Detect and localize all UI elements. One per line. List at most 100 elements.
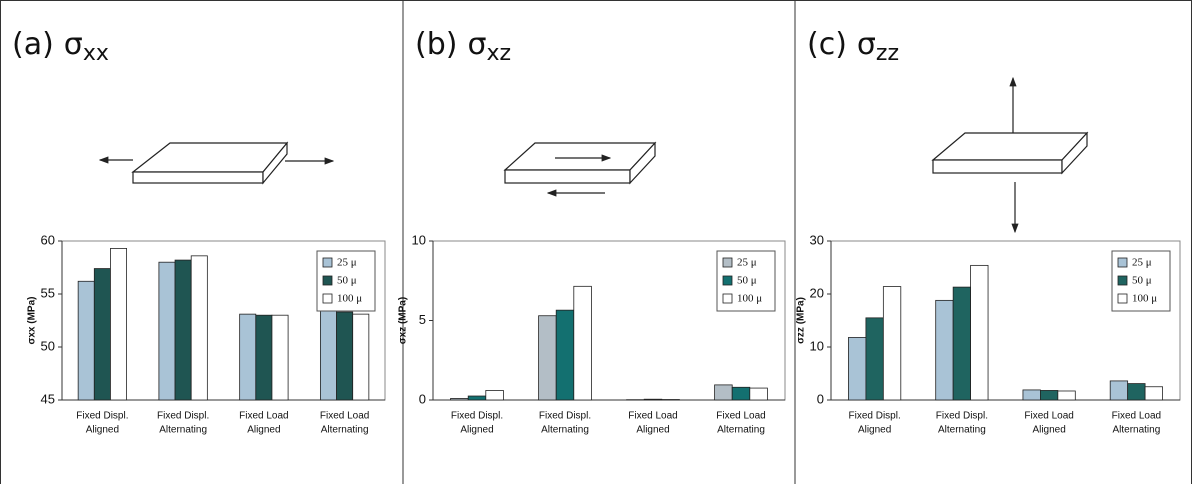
legend-label: 100 μ: [1132, 293, 1157, 305]
bar: [1058, 391, 1075, 400]
y-tick-label: 30: [810, 232, 824, 247]
heading-subscript: xz: [486, 41, 511, 66]
x-tick-label: Fixed Load: [1024, 411, 1073, 422]
x-tick-label: Aligned: [1032, 425, 1065, 436]
legend-swatch: [723, 276, 732, 285]
legend-swatch: [323, 276, 332, 285]
x-tick-label: Aligned: [247, 425, 280, 436]
legend-label: 25 μ: [337, 257, 357, 269]
legend-swatch: [323, 258, 332, 267]
y-tick-label: 20: [810, 285, 824, 300]
legend-label: 100 μ: [337, 293, 362, 305]
bar: [936, 300, 953, 400]
bar: [110, 248, 126, 400]
x-tick-label: Fixed Load: [320, 411, 369, 422]
bar: [1040, 390, 1057, 400]
panel-heading: (b) σxz: [415, 27, 511, 67]
bar: [1145, 387, 1162, 400]
y-tick-label: 10: [412, 232, 426, 247]
legend-label: 100 μ: [737, 293, 762, 305]
diagram-zz: [933, 78, 1087, 232]
bar: [848, 337, 865, 400]
bar: [866, 318, 883, 400]
x-tick-label: Aligned: [858, 425, 891, 436]
bar: [240, 314, 256, 400]
bar: [468, 396, 486, 400]
x-tick-label: Fixed Displ.: [76, 411, 128, 422]
heading-symbol: σ: [64, 27, 83, 62]
bar: [1110, 381, 1127, 400]
legend-swatch: [323, 294, 332, 303]
y-axis-label: σzz (MPa): [796, 297, 807, 344]
legend-swatch: [1118, 294, 1127, 303]
x-tick-label: Fixed Displ.: [849, 411, 901, 422]
bar: [644, 399, 662, 400]
x-tick-label: Aligned: [86, 425, 119, 436]
x-tick-label: Alternating: [938, 425, 986, 436]
legend-swatch: [723, 294, 732, 303]
heading-subscript: xx: [83, 41, 109, 66]
y-tick-label: 0: [419, 391, 426, 406]
x-tick-label: Aligned: [460, 425, 493, 436]
bar: [750, 388, 768, 400]
x-tick-label: Alternating: [717, 425, 765, 436]
bar: [1128, 384, 1145, 400]
heading-label: (b): [415, 27, 457, 62]
panel-heading: (c) σzz: [807, 27, 899, 67]
y-axis-label: σxz (MPa): [398, 297, 409, 344]
x-tick-label: Fixed Displ.: [451, 411, 503, 422]
heading-subscript: zz: [876, 41, 899, 66]
bar: [159, 262, 175, 400]
bar: [539, 316, 557, 400]
bar: [953, 287, 970, 400]
x-tick-label: Aligned: [636, 425, 669, 436]
bar: [971, 265, 988, 400]
bar: [1023, 390, 1040, 400]
bar: [451, 398, 469, 400]
heading-label: (c): [807, 27, 847, 62]
y-tick-label: 0: [817, 391, 824, 406]
panel-heading: (a) σxx: [12, 27, 109, 67]
bar: [883, 287, 900, 400]
x-tick-label: Alternating: [159, 425, 207, 436]
legend-label: 50 μ: [1132, 275, 1152, 287]
x-tick-label: Fixed Displ.: [157, 411, 209, 422]
x-tick-label: Fixed Load: [239, 411, 288, 422]
x-tick-label: Alternating: [541, 425, 589, 436]
heading-symbol: σ: [467, 27, 486, 62]
bar: [256, 315, 272, 400]
y-tick-label: 5: [419, 312, 426, 327]
bar: [732, 387, 750, 400]
bar: [94, 269, 110, 400]
y-tick-label: 50: [41, 338, 55, 353]
x-tick-label: Fixed Displ.: [936, 411, 988, 422]
legend-label: 50 μ: [737, 275, 757, 287]
legend-label: 25 μ: [737, 257, 757, 269]
bar: [353, 314, 369, 400]
bar: [78, 281, 94, 400]
legend-swatch: [723, 258, 732, 267]
bar: [175, 260, 191, 400]
heading-label: (a): [12, 27, 54, 62]
x-tick-label: Fixed Load: [1112, 411, 1161, 422]
x-tick-label: Fixed Displ.: [539, 411, 591, 422]
y-tick-label: 10: [810, 338, 824, 353]
bar: [320, 310, 336, 400]
legend-swatch: [1118, 258, 1127, 267]
x-tick-label: Alternating: [321, 425, 369, 436]
x-tick-label: Alternating: [1112, 425, 1160, 436]
diagram-xx: [100, 143, 333, 183]
legend-swatch: [1118, 276, 1127, 285]
heading-symbol: σ: [857, 27, 876, 62]
bar: [191, 256, 207, 400]
diagram-xz: [505, 143, 655, 193]
bar: [486, 390, 504, 400]
y-tick-label: 60: [41, 232, 55, 247]
y-axis-label: σxx (MPa): [27, 297, 38, 345]
bar: [272, 315, 288, 400]
bar: [556, 310, 574, 400]
x-tick-label: Fixed Load: [716, 411, 765, 422]
bar: [715, 385, 733, 400]
